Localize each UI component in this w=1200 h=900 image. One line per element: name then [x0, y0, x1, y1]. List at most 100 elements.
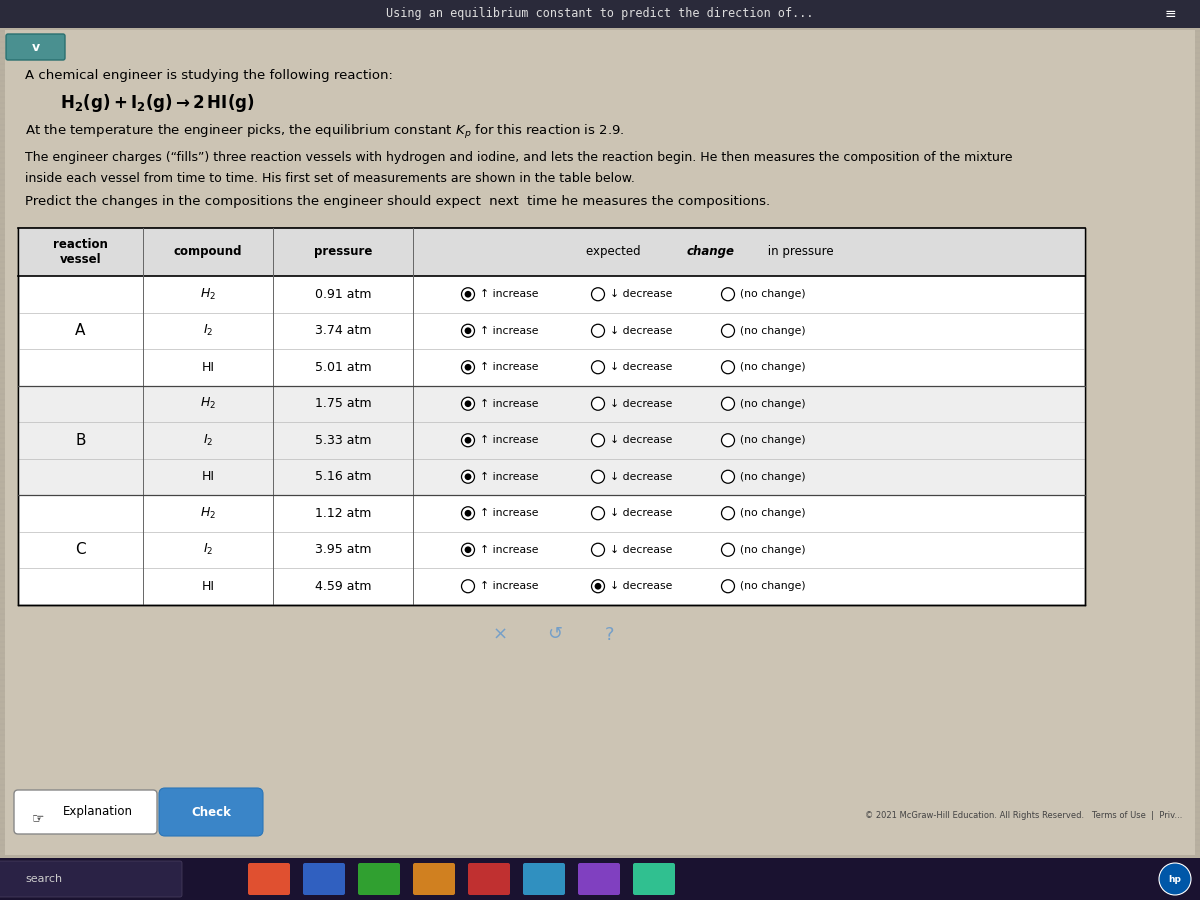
Text: 3.95 atm: 3.95 atm	[314, 544, 371, 556]
Text: search: search	[25, 874, 62, 884]
FancyBboxPatch shape	[413, 863, 455, 895]
Text: change: change	[686, 246, 734, 258]
Text: ☞: ☞	[31, 811, 44, 825]
FancyBboxPatch shape	[0, 0, 1200, 28]
Circle shape	[464, 436, 472, 444]
Text: ≡: ≡	[1164, 7, 1176, 21]
Text: $I_2$: $I_2$	[203, 433, 214, 448]
Text: (no change): (no change)	[739, 362, 805, 373]
FancyBboxPatch shape	[358, 863, 400, 895]
Text: ↓ decrease: ↓ decrease	[610, 326, 672, 336]
Text: 1.75 atm: 1.75 atm	[314, 397, 371, 410]
Circle shape	[464, 473, 472, 480]
FancyBboxPatch shape	[578, 863, 620, 895]
Text: ↓ decrease: ↓ decrease	[610, 581, 672, 591]
Circle shape	[721, 470, 734, 483]
Text: ↓ decrease: ↓ decrease	[610, 472, 672, 482]
Text: B: B	[76, 433, 85, 448]
Circle shape	[721, 324, 734, 338]
Circle shape	[595, 583, 601, 590]
Circle shape	[592, 434, 605, 446]
Text: reaction
vessel: reaction vessel	[53, 238, 108, 266]
FancyBboxPatch shape	[5, 30, 1195, 855]
Text: A: A	[76, 323, 85, 338]
Text: (no change): (no change)	[739, 508, 805, 518]
Text: A chemical engineer is studying the following reaction:: A chemical engineer is studying the foll…	[25, 68, 392, 82]
Circle shape	[1159, 863, 1190, 895]
Text: (no change): (no change)	[739, 581, 805, 591]
Circle shape	[592, 288, 605, 301]
Text: HI: HI	[202, 470, 215, 483]
Circle shape	[462, 397, 474, 410]
Circle shape	[464, 400, 472, 407]
Text: expected: expected	[586, 246, 644, 258]
FancyBboxPatch shape	[18, 228, 1085, 605]
FancyBboxPatch shape	[0, 861, 182, 897]
Text: $\mathbf{H_2(g)+I_2(g) \rightarrow 2\,HI(g)}$: $\mathbf{H_2(g)+I_2(g) \rightarrow 2\,HI…	[60, 92, 254, 114]
Circle shape	[464, 546, 472, 554]
Circle shape	[721, 544, 734, 556]
Text: 4.59 atm: 4.59 atm	[314, 580, 371, 593]
Text: ↓ decrease: ↓ decrease	[610, 362, 672, 373]
FancyBboxPatch shape	[18, 385, 1085, 495]
Text: © 2021 McGraw-Hill Education. All Rights Reserved.   Terms of Use  |  Priv...: © 2021 McGraw-Hill Education. All Rights…	[865, 812, 1182, 821]
Text: $H_2$: $H_2$	[200, 287, 216, 302]
Circle shape	[721, 507, 734, 520]
Text: ↓ decrease: ↓ decrease	[610, 289, 672, 299]
Text: pressure: pressure	[314, 246, 372, 258]
Text: Using an equilibrium constant to predict the direction of...: Using an equilibrium constant to predict…	[386, 7, 814, 21]
Circle shape	[462, 324, 474, 338]
Text: ?: ?	[605, 626, 614, 644]
Text: Check: Check	[191, 806, 230, 818]
Text: ↓ decrease: ↓ decrease	[610, 544, 672, 554]
Circle shape	[462, 507, 474, 520]
Text: ↑ increase: ↑ increase	[480, 581, 538, 591]
Text: $H_2$: $H_2$	[200, 396, 216, 411]
Text: (no change): (no change)	[739, 289, 805, 299]
Circle shape	[592, 397, 605, 410]
Text: v: v	[32, 40, 40, 53]
Circle shape	[462, 434, 474, 446]
FancyBboxPatch shape	[302, 863, 346, 895]
FancyBboxPatch shape	[18, 228, 1085, 276]
Text: (no change): (no change)	[739, 399, 805, 409]
Text: At the temperature the engineer picks, the equilibrium constant $K_p$ for this r: At the temperature the engineer picks, t…	[25, 123, 624, 141]
Text: ↓ decrease: ↓ decrease	[610, 399, 672, 409]
Circle shape	[592, 507, 605, 520]
Circle shape	[462, 288, 474, 301]
Text: HI: HI	[202, 361, 215, 374]
FancyBboxPatch shape	[6, 34, 65, 60]
Text: 3.74 atm: 3.74 atm	[314, 324, 371, 338]
FancyBboxPatch shape	[0, 858, 1200, 900]
Text: ↑ increase: ↑ increase	[480, 326, 538, 336]
Circle shape	[721, 434, 734, 446]
Circle shape	[721, 397, 734, 410]
Circle shape	[462, 544, 474, 556]
Text: The engineer charges (“fills”) three reaction vessels with hydrogen and iodine, : The engineer charges (“fills”) three rea…	[25, 151, 1013, 165]
FancyBboxPatch shape	[468, 863, 510, 895]
Circle shape	[464, 328, 472, 334]
Text: $H_2$: $H_2$	[200, 506, 216, 521]
Circle shape	[592, 324, 605, 338]
Circle shape	[592, 470, 605, 483]
Circle shape	[462, 470, 474, 483]
Text: ↑ increase: ↑ increase	[480, 508, 538, 518]
Circle shape	[464, 364, 472, 371]
Text: ↑ increase: ↑ increase	[480, 362, 538, 373]
Text: ↓ decrease: ↓ decrease	[610, 436, 672, 446]
Text: in pressure: in pressure	[764, 246, 834, 258]
Text: 0.91 atm: 0.91 atm	[314, 288, 371, 301]
Circle shape	[592, 361, 605, 374]
Circle shape	[721, 580, 734, 593]
Text: $I_2$: $I_2$	[203, 323, 214, 338]
Text: ↑ increase: ↑ increase	[480, 544, 538, 554]
Circle shape	[464, 510, 472, 517]
Text: Predict the changes in the compositions the engineer should expect   next   time: Predict the changes in the compositions …	[25, 195, 770, 209]
Text: ↺: ↺	[547, 626, 563, 644]
Circle shape	[462, 361, 474, 374]
Circle shape	[592, 580, 605, 593]
Circle shape	[592, 544, 605, 556]
Text: ×: ×	[492, 626, 508, 644]
FancyBboxPatch shape	[523, 863, 565, 895]
Text: (no change): (no change)	[739, 472, 805, 482]
